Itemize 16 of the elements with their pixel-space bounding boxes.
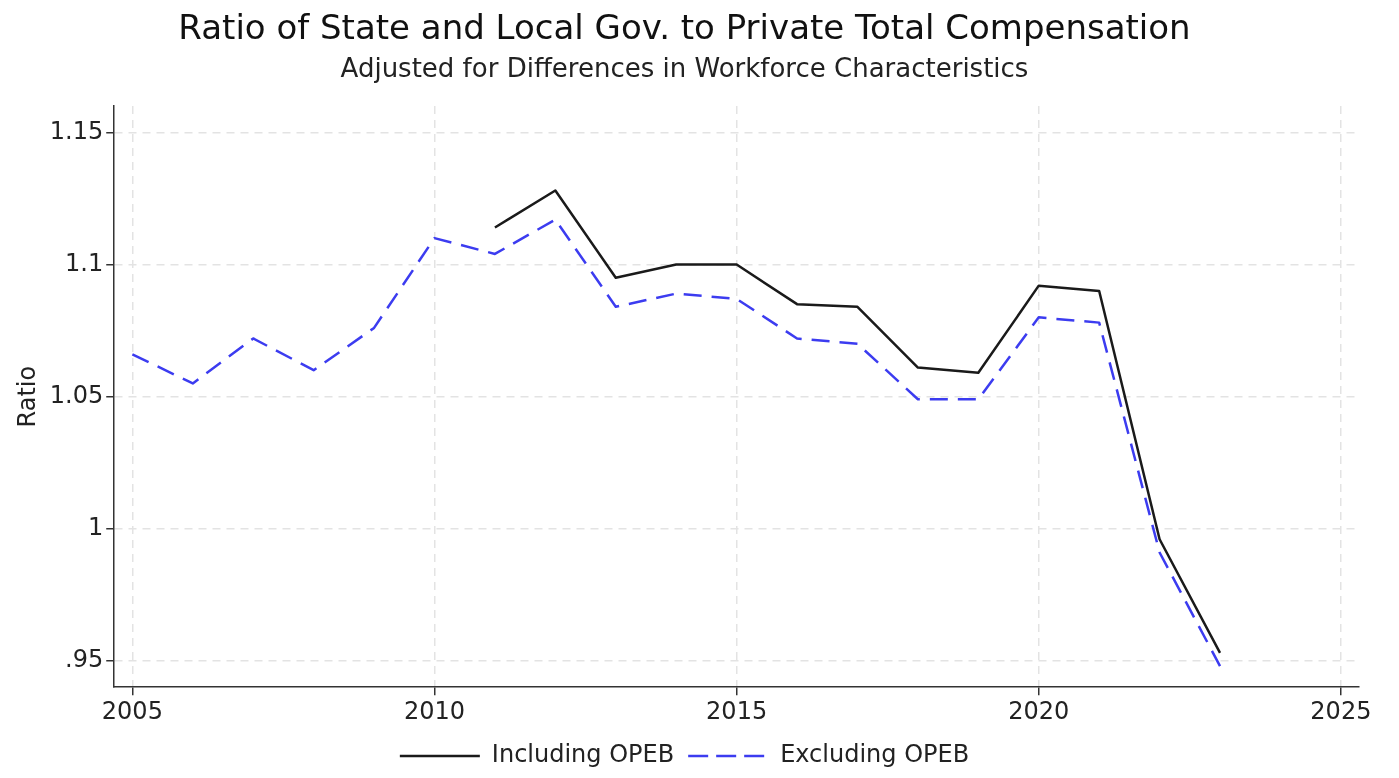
legend-label: Including OPEB [491,740,675,769]
x-tick-label: 2020 [1008,696,1070,725]
line-series [131,218,1222,668]
y-tick-label: .95 [65,645,104,674]
y-tick-label: 1.1 [65,248,104,277]
x-tick-label: 2005 [101,696,163,725]
x-tick-label: 2010 [403,696,466,725]
chart-subtitle: Adjusted for Differences in Workforce Characteristics [340,53,1029,84]
y-axis-title: Ratio [12,365,41,428]
y-tick-label: 1.15 [49,116,104,145]
x-tick-label: 2015 [706,696,768,725]
y-tick-label: 1.05 [49,380,104,409]
chart-title: Ratio of State and Local Gov. to Private Total Compensation [178,7,1191,48]
y-tick-label: 1 [87,512,104,541]
x-tick-label: 2025 [1310,696,1372,725]
legend-label: Excluding OPEB [780,740,970,769]
